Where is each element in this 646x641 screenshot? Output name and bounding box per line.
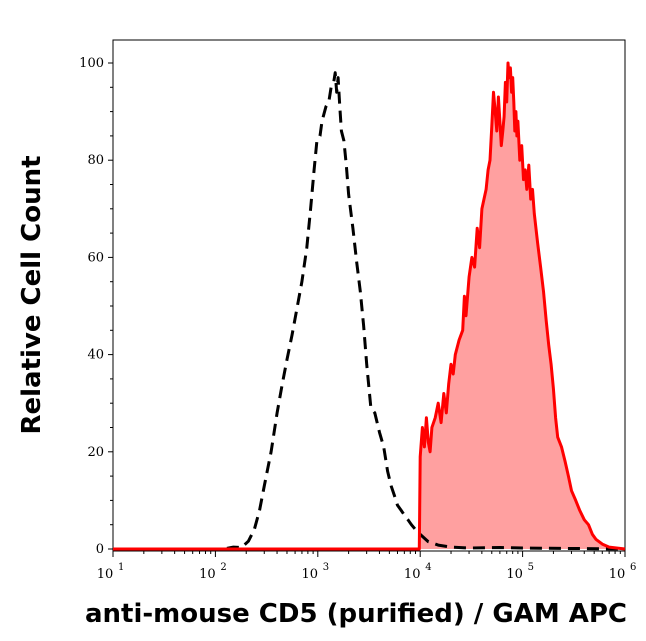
y-tick-label: 80 <box>87 153 104 168</box>
x-tick-label: 10 <box>97 567 114 582</box>
x-tick-exponent: 5 <box>528 562 534 573</box>
x-tick-exponent: 2 <box>220 562 226 573</box>
series-2-area <box>113 63 625 549</box>
x-tick-label: 10 <box>199 567 216 582</box>
x-tick-exponent: 6 <box>630 562 636 573</box>
series-1-line <box>113 71 626 551</box>
x-axis-title: anti-mouse CD5 (purified) / GAM APC <box>85 599 627 629</box>
x-tick-exponent: 1 <box>118 562 124 573</box>
plot-area <box>112 39 626 552</box>
y-tick-label: 0 <box>96 542 104 557</box>
y-tick-label: 20 <box>87 445 104 460</box>
series-layer <box>113 61 626 551</box>
y-tick-label: 100 <box>79 56 104 71</box>
x-tick-exponent: 3 <box>323 562 329 573</box>
y-tick-label: 40 <box>87 348 104 363</box>
x-tick-label: 10 <box>609 567 626 582</box>
series-2-line <box>113 61 626 551</box>
axis-layer: 0 20 40 60 80 100 10 1 10 2 10 3 10 4 10 5 10 6 <box>79 56 636 582</box>
y-axis-title: Relative Cell Count <box>17 155 47 434</box>
plot-frame <box>112 39 626 552</box>
y-tick-label: 60 <box>87 250 104 265</box>
x-tick-exponent: 4 <box>425 562 431 573</box>
x-tick-label: 10 <box>404 567 421 582</box>
x-tick-label: 10 <box>302 567 319 582</box>
x-tick-label: 10 <box>506 567 523 582</box>
